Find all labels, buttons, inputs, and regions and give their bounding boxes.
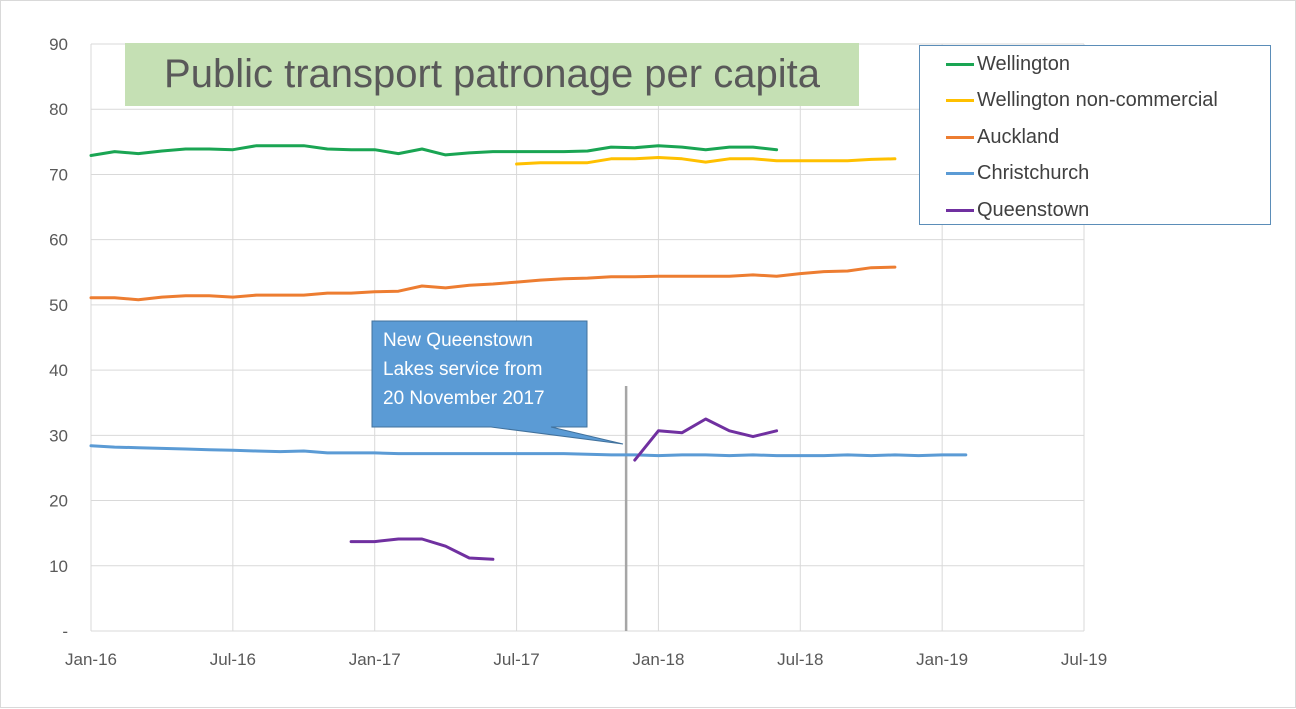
y-tick-label: 90	[49, 35, 68, 54]
chart-title: Public transport patronage per capita	[125, 43, 859, 106]
y-tick-label: 20	[49, 492, 68, 511]
y-tick-label: -	[62, 622, 68, 641]
y-tick-label: 10	[49, 557, 68, 576]
callout-box	[371, 320, 624, 445]
legend-swatch	[946, 62, 974, 66]
x-tick-label: Jan-16	[65, 650, 117, 669]
series-line-queenstown	[633, 417, 779, 462]
x-axis: Jan-16 Jul-16 Jan-17 Jul-17 Jan-18 Jul-18 Jan-…	[65, 650, 1107, 669]
series-line-wellington-non-commercial	[515, 156, 897, 166]
callout-line: 20 November 2017	[383, 388, 545, 409]
x-tick-label: Jul-18	[777, 650, 823, 669]
x-tick-label: Jan-19	[916, 650, 968, 669]
legend-item: Wellington	[946, 50, 1070, 78]
legend-label: Auckland	[977, 125, 1060, 148]
callout-line: Lakes service from	[383, 359, 543, 380]
legend-item: Wellington non-commercial	[946, 87, 1218, 115]
x-tick-label: Jan-17	[349, 650, 401, 669]
legend-swatch	[946, 99, 974, 102]
legend-label: Wellington	[977, 52, 1071, 75]
x-tick-label: Jul-16	[210, 650, 256, 669]
y-tick-label: 80	[49, 100, 68, 119]
callout-shape	[371, 320, 624, 445]
y-tick-label: 40	[49, 361, 68, 380]
callout-line: New Queenstown	[383, 330, 533, 351]
y-tick-label: 60	[49, 231, 68, 250]
y-tick-label: 50	[49, 296, 68, 315]
legend-label: Queenstown	[977, 198, 1090, 221]
legend: Wellington Wellington non-commercial Auckl…	[919, 45, 1271, 225]
series-line-christchurch	[89, 444, 968, 458]
y-axis: - 10 20 30 40 50 60 70 80 90	[49, 35, 68, 641]
legend-swatch	[946, 208, 974, 212]
series-line-wellington	[89, 144, 779, 157]
legend-item: Christchurch	[946, 160, 1089, 188]
legend-label: Wellington non-commercial	[977, 89, 1218, 111]
legend-item: Auckland	[946, 123, 1059, 151]
series-line-queenstown	[349, 537, 495, 561]
x-tick-label: Jul-17	[493, 650, 539, 669]
legend-label: Christchurch	[977, 162, 1090, 184]
legend-swatch	[946, 135, 974, 139]
legend-swatch	[946, 172, 974, 175]
series-line-auckland	[89, 265, 897, 302]
callout-text: New Queenstown Lakes service from 20 Nov…	[373, 322, 585, 426]
x-tick-label: Jul-19	[1061, 650, 1107, 669]
legend-item: Queenstown	[946, 196, 1089, 224]
y-tick-label: 70	[49, 165, 68, 184]
series-lines	[89, 144, 968, 561]
x-tick-label: Jan-18	[632, 650, 684, 669]
y-tick-label: 30	[49, 426, 68, 445]
